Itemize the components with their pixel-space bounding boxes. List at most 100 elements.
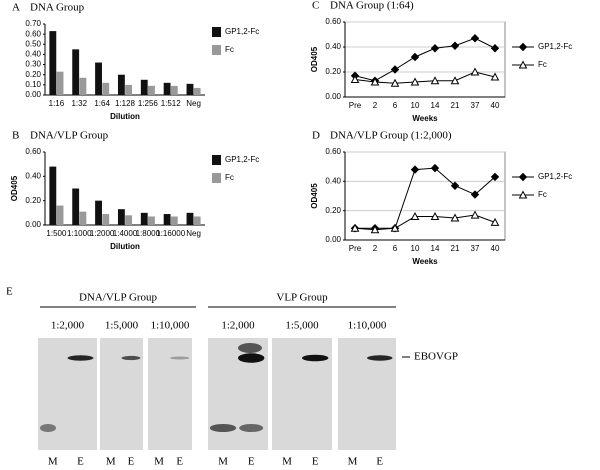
chart-title: DNA Group (1:64) [330,0,414,12]
x-axis-label: Dilution [110,112,140,121]
bar [102,82,110,95]
x-tick-label: 14 [431,101,440,110]
x-tick-label: 40 [491,244,500,253]
legend-marker [518,42,528,52]
line [354,214,496,231]
bar [148,85,155,95]
bar [117,209,125,225]
y-tick-label: 0.60 [25,147,41,156]
blot-image [38,338,97,450]
bar [140,212,148,225]
marker [430,76,440,85]
bar [170,216,178,225]
marker [410,77,420,86]
bar [125,215,133,225]
y-tick-label: 0.20 [25,70,41,79]
blot-image [100,338,143,450]
x-tick-label: 1:512 [161,99,182,108]
x-tick-label: 6 [393,244,398,253]
marker [370,77,380,86]
x-tick-label: 2 [373,244,378,253]
legend-swatch [212,155,221,165]
dilution-label: 1:10,000 [151,320,190,332]
x-tick-label: 1:16000 [156,229,185,238]
lane-label: M [154,456,164,468]
marker [430,44,440,53]
legend-label: GP1,2-Fc [225,27,259,36]
bar [193,87,201,95]
x-tick-label: 2 [373,101,378,110]
y-tick-label: 0.20 [25,196,41,205]
dilution-label: 1:2,000 [221,320,255,332]
blot-band [238,343,262,353]
x-axis-label: Weeks [412,257,438,266]
blot-band [239,424,264,432]
bar [140,79,148,95]
bar [95,62,102,95]
panel-label: C [312,0,319,12]
y-tick-label: 0.20 [325,206,341,215]
marker [450,181,460,190]
bar [95,200,102,225]
marker [490,72,500,81]
bar [117,74,125,95]
x-tick-label: 1:1000 [67,229,92,238]
marker [490,44,500,53]
group-title: VLP Group [276,292,328,304]
marker [350,74,360,83]
group-title: DNA/VLP Group [79,292,158,304]
lane-label: E [176,456,183,468]
marker [470,190,480,199]
lane-label: M [348,456,358,468]
blot-band [367,355,393,361]
blot-image [338,338,396,450]
bar [102,214,110,225]
dilution-label: 1:5,000 [105,320,139,332]
bar [56,205,64,225]
lane-label: M [218,456,228,468]
y-tick-label: 0.60 [25,29,41,38]
bar [79,211,87,225]
marker [370,225,380,234]
bar [193,216,201,225]
dilution-label: 1:2,000 [51,320,85,332]
y-tick-label: 0.20 [325,67,341,76]
x-tick-label: Neg [186,229,201,238]
legend-label: GP1,2-Fc [538,42,572,51]
bar [72,49,80,95]
x-tick-label: 37 [471,244,480,253]
x-tick-label: 14 [431,244,440,253]
legend-label: Fc [538,60,547,69]
x-tick-label: 1:4000 [113,229,138,238]
marker [490,217,500,226]
bar [125,84,133,95]
legend-swatch [212,27,221,37]
y-axis-label: OD405 [10,175,19,201]
lane-label: M [106,456,116,468]
x-axis-label: Weeks [412,114,438,123]
bar [163,214,171,225]
dilution-label: 1:10,000 [348,320,387,332]
y-axis-label: OD405 [310,46,319,72]
y-tick-label: 0.00 [25,220,41,229]
band-label: EBOVGP [414,351,458,363]
y-tick-label: 0.40 [325,176,341,185]
lane-label: E [128,456,135,468]
legend-label: Fc [225,173,234,182]
marker [390,78,400,87]
bar [49,166,57,225]
legend-marker [518,190,528,199]
marker [470,67,480,76]
legend-label: GP1,2-Fc [225,155,259,164]
legend-label: Fc [538,190,547,199]
blot-band [67,355,94,361]
panel-label: A [12,2,20,14]
x-tick-label: 6 [393,101,398,110]
blot-band [170,356,190,360]
x-tick-label: 37 [471,101,480,110]
bar [163,82,171,95]
x-tick-label: 1:128 [115,99,136,108]
y-tick-label: 0.10 [25,80,41,89]
marker [430,211,440,221]
